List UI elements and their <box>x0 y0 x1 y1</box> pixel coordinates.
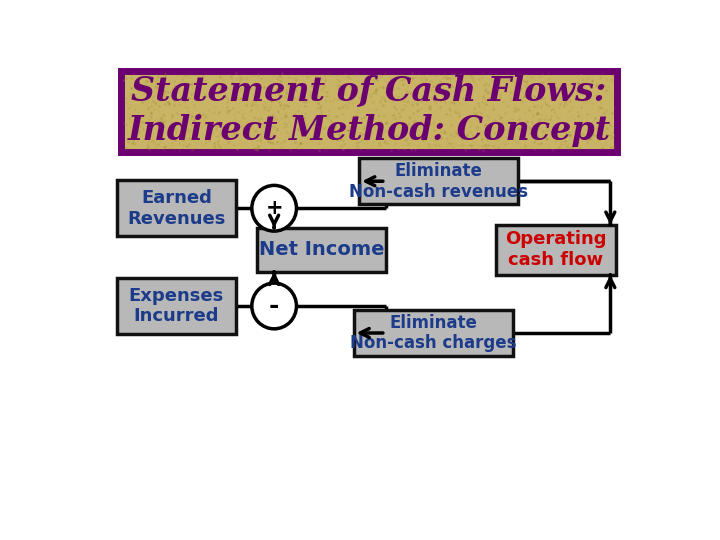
FancyBboxPatch shape <box>496 225 616 275</box>
Text: Eliminate
Non-cash charges: Eliminate Non-cash charges <box>350 314 516 353</box>
FancyBboxPatch shape <box>117 278 236 334</box>
Text: +: + <box>266 198 283 218</box>
FancyBboxPatch shape <box>117 180 236 237</box>
Text: -: - <box>269 294 279 318</box>
Text: Statement of Cash Flows:
Indirect Method: Concept: Statement of Cash Flows: Indirect Method… <box>127 75 611 147</box>
Text: Net Income: Net Income <box>258 240 384 259</box>
Text: Expenses
Incurred: Expenses Incurred <box>129 287 224 326</box>
FancyBboxPatch shape <box>354 310 513 356</box>
Text: Earned
Revenues: Earned Revenues <box>127 189 225 228</box>
Text: Eliminate
Non-cash revenues: Eliminate Non-cash revenues <box>349 162 528 201</box>
Ellipse shape <box>252 185 297 231</box>
FancyBboxPatch shape <box>121 71 617 152</box>
FancyBboxPatch shape <box>359 158 518 204</box>
FancyBboxPatch shape <box>258 228 386 272</box>
Text: Operating
cash flow: Operating cash flow <box>505 231 607 269</box>
Ellipse shape <box>252 283 297 329</box>
